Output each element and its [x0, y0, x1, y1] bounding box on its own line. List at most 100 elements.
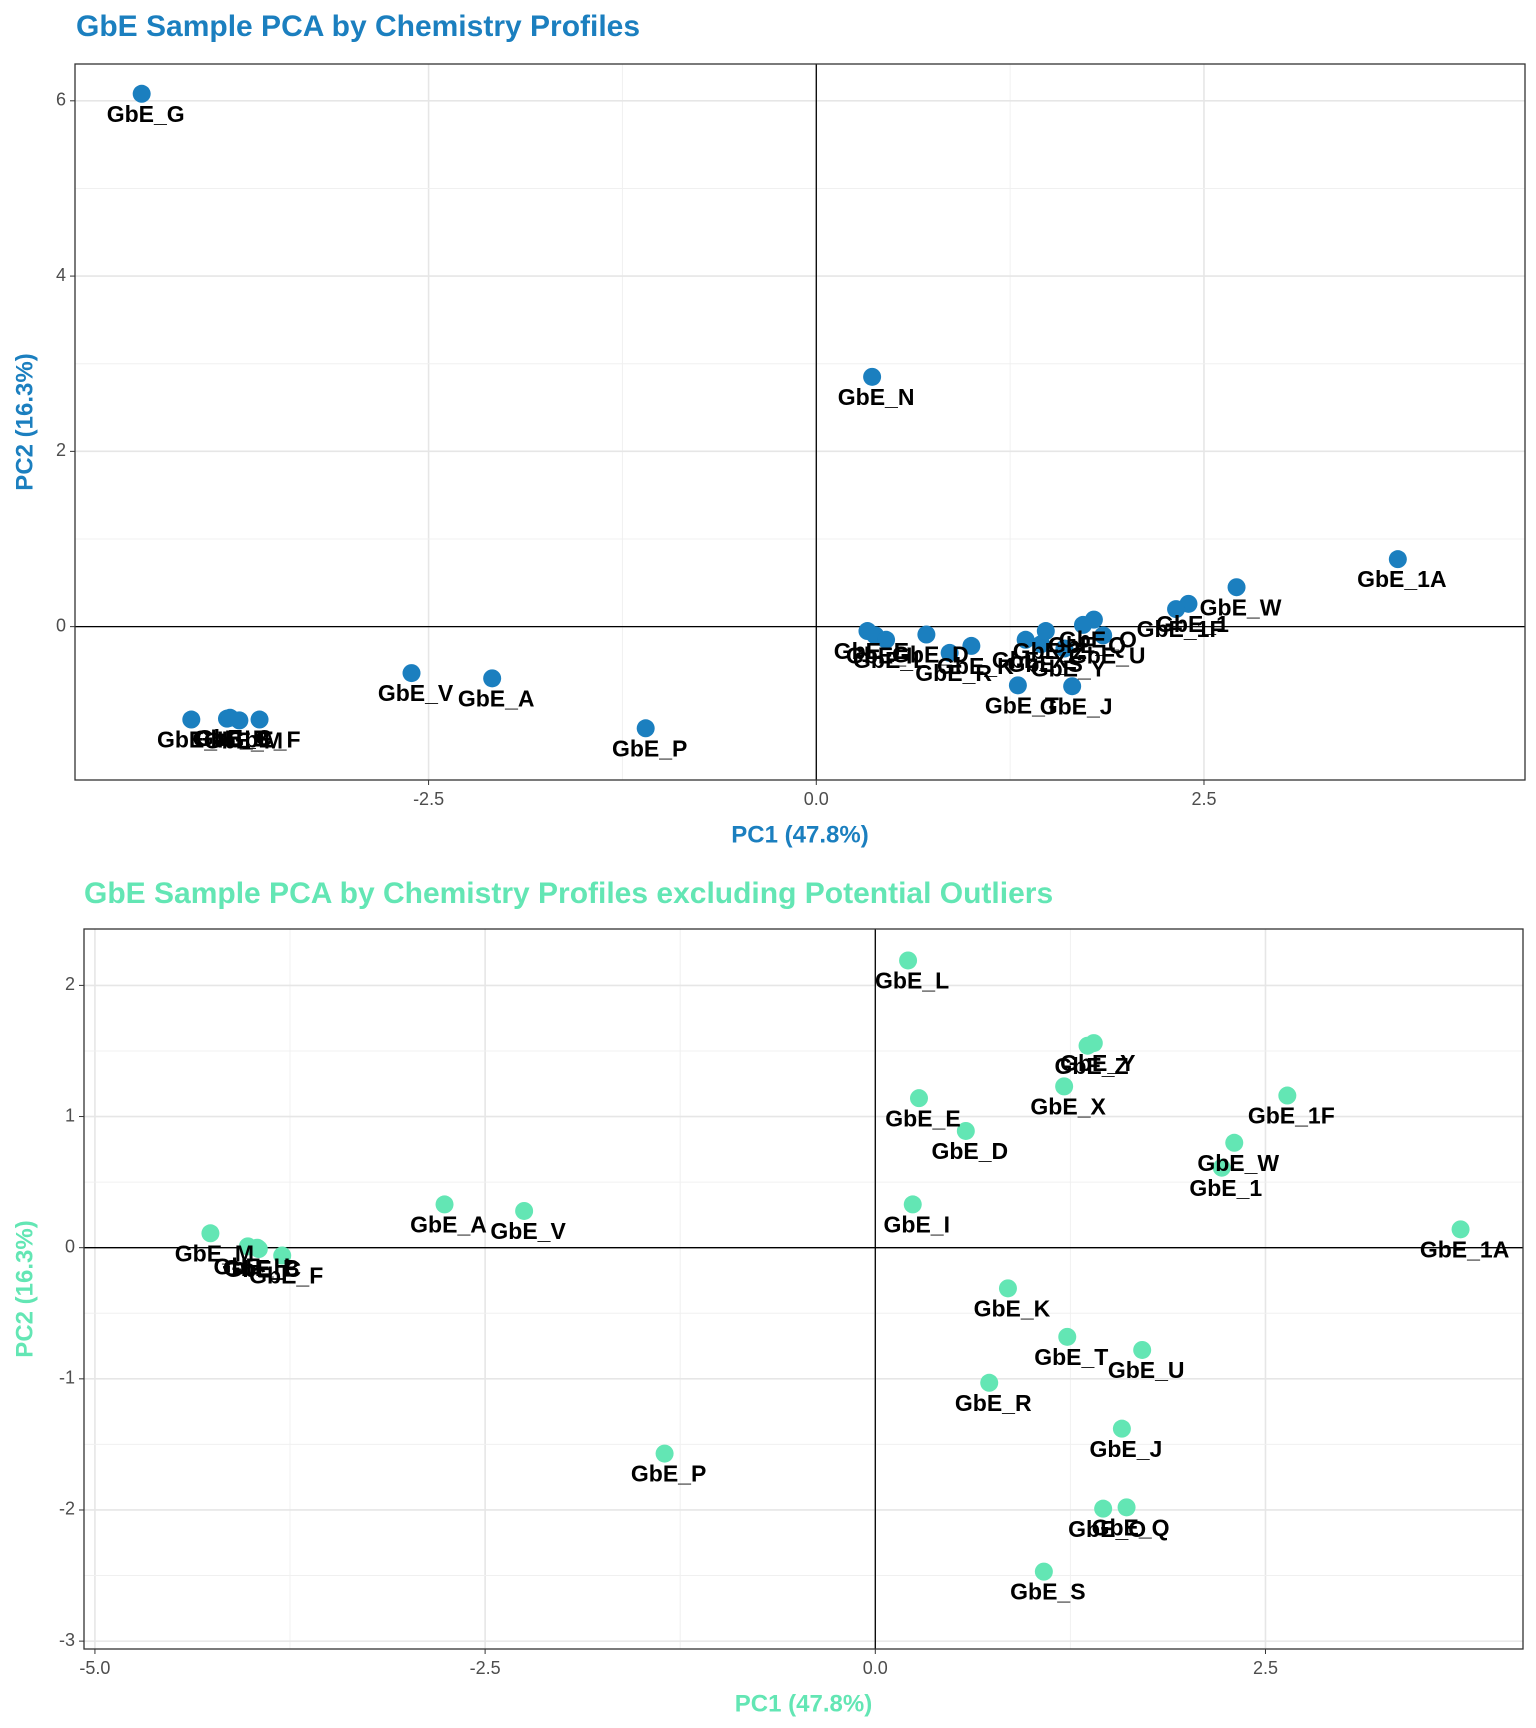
y-tick-label: 2 [65, 974, 75, 994]
plot-border [74, 63, 1526, 781]
plot-background [75, 64, 1525, 780]
y-tick-label: -3 [59, 1630, 75, 1650]
point [940, 643, 959, 662]
point [250, 710, 269, 729]
point-label: GbE_K [937, 653, 1014, 679]
x-axis-label: PC1 (47.8%) [731, 821, 868, 848]
x-tick-label: -5.0 [79, 1658, 110, 1678]
y-tick-label: 0 [65, 1236, 75, 1256]
point [899, 951, 918, 970]
point-label: GbE_N [838, 384, 915, 410]
point-label: GbE_B [223, 1255, 300, 1281]
point-label: GbE_M [204, 727, 283, 753]
point [515, 1201, 534, 1220]
point [230, 711, 249, 730]
point [909, 1089, 928, 1108]
x-tick-label: 2.5 [1191, 789, 1216, 809]
point [1451, 1220, 1470, 1239]
point-label: GbE_S [1010, 1579, 1085, 1605]
point-label: GbE_J [1040, 693, 1113, 719]
point-label: GbE_I [884, 1211, 950, 1237]
point-label: GbE_1 [1189, 1175, 1262, 1201]
point-label: GbE_W [1200, 594, 1282, 620]
point [655, 1444, 674, 1463]
point [1117, 1498, 1136, 1517]
point [483, 669, 502, 688]
point-label: GbE_1A [1357, 566, 1446, 592]
point-label: GbE_1F [1248, 1103, 1335, 1129]
y-tick-label: 2 [56, 440, 66, 460]
y-axis-label: PC2 (16.3%) [11, 353, 38, 490]
x-tick-label: 0.0 [804, 789, 829, 809]
point-label: GbE_X [992, 647, 1068, 673]
point [980, 1373, 999, 1392]
x-tick-label: 2.5 [1253, 1658, 1278, 1678]
x-tick-label: 0.0 [863, 1658, 888, 1678]
plot-border [83, 928, 1524, 1650]
point [1036, 622, 1055, 641]
point-label: GbE_P [631, 1461, 706, 1487]
point [917, 625, 936, 644]
y-tick-label: 4 [56, 265, 66, 285]
point-label: GbE_O [1068, 1516, 1146, 1542]
point-label: GbE_R [915, 660, 992, 686]
y-tick-label: 0 [56, 615, 66, 635]
point [1112, 1419, 1131, 1438]
y-axis-label: PC2 (16.3%) [11, 1220, 38, 1357]
point [956, 1121, 975, 1140]
point-label: GbE_Y [1060, 1050, 1135, 1076]
point [1227, 578, 1246, 597]
point-label: GbE_1 [1156, 611, 1229, 637]
point [863, 367, 882, 386]
point-label: GbE_H [214, 1253, 291, 1279]
point [248, 1238, 267, 1257]
point [1016, 630, 1035, 649]
point-label: GbE_H [157, 727, 234, 753]
point [1034, 1562, 1053, 1581]
chart-title: GbE Sample PCA by Chemistry Profiles [76, 10, 640, 43]
point [1058, 1327, 1077, 1346]
point-label: GbE_T [985, 692, 1059, 718]
point [998, 1279, 1017, 1298]
point [182, 710, 201, 729]
point-label: GbE_1A [1420, 1236, 1509, 1262]
point [962, 636, 981, 655]
point-label: GbE_F [249, 1263, 323, 1289]
point-label: GbE_A [410, 1211, 487, 1237]
point-label: GbE_L [853, 647, 927, 673]
point-label: GbE_Q [1092, 1514, 1170, 1540]
x-tick-label: -2.5 [470, 1658, 501, 1678]
y-tick-label: 6 [56, 90, 66, 110]
point-label: GbE_P [612, 735, 687, 761]
point-label: GbE_K [974, 1295, 1051, 1321]
point-label: GbE_Z [1013, 638, 1087, 664]
point-label: GbE_E [885, 1105, 960, 1131]
point-label: GbE_Z [1054, 1053, 1128, 1079]
x-axis-label: PC1 (47.8%) [735, 1690, 872, 1717]
point-label: GbE_C [196, 725, 273, 751]
point-label: GbE_R [955, 1390, 1032, 1416]
point-label: GbE_D [892, 642, 969, 668]
point [1055, 639, 1074, 658]
point [1225, 1133, 1244, 1152]
point [1094, 1499, 1113, 1518]
point-label: GbE_A [458, 685, 535, 711]
point-label: GbE_J [1089, 1436, 1162, 1462]
point [903, 1195, 922, 1214]
point [273, 1246, 292, 1265]
y-tick-label: 1 [65, 1105, 75, 1125]
point [1388, 550, 1407, 569]
point-label: GbE_C [224, 1256, 301, 1282]
point-label: GbE_Q [1048, 632, 1126, 658]
point [877, 630, 896, 649]
point [1074, 615, 1093, 634]
point-label: GbE_1F [1137, 616, 1224, 642]
point-label: GbE_V [378, 680, 454, 706]
point [1008, 676, 1027, 695]
point [201, 1224, 220, 1243]
point [1094, 626, 1113, 645]
point-label: GbE_I [846, 642, 912, 668]
point [1055, 1077, 1074, 1096]
point-label: GbE_O [1059, 627, 1137, 653]
point [1063, 677, 1082, 696]
